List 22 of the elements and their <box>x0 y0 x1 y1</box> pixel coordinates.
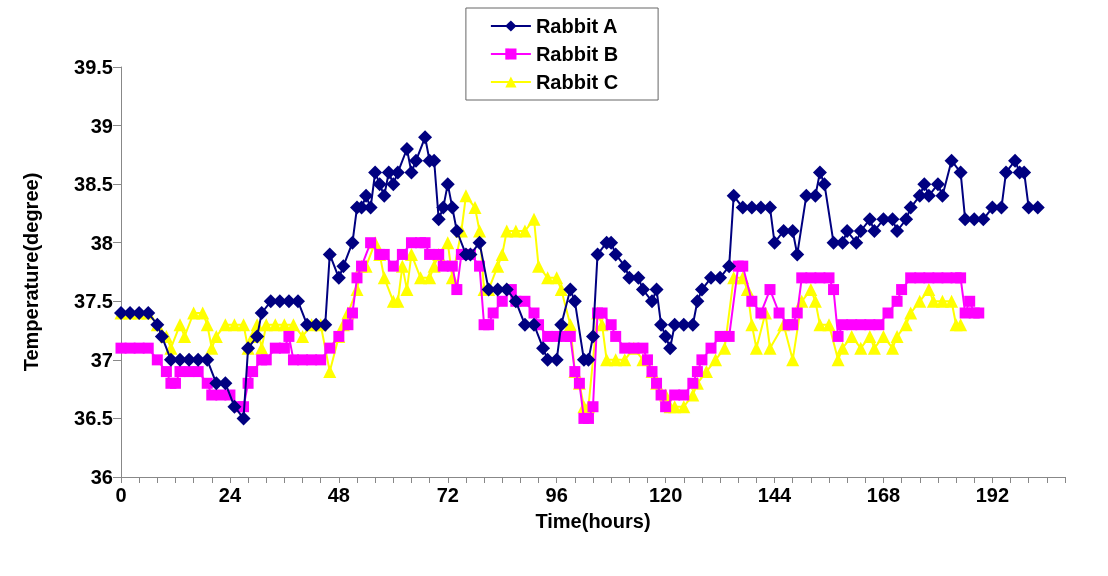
x-axis-title: Time(hours) <box>535 510 651 532</box>
x-tick-label: 192 <box>975 484 1010 506</box>
y-tick-label: 38 <box>90 231 113 254</box>
y-tick-label: 39 <box>90 114 113 137</box>
x-tick-label: 0 <box>115 484 127 506</box>
y-tick-label: 39.5 <box>74 56 113 78</box>
x-tick-label: 72 <box>436 484 459 506</box>
y-tick-label: 38.5 <box>74 173 113 196</box>
y-axis-title: Temperature(degree) <box>20 172 42 372</box>
x-tick-label: 144 <box>757 484 793 506</box>
y-tick-label: 37.5 <box>74 290 113 313</box>
x-tick-label: 24 <box>218 484 242 506</box>
x-tick-label: 48 <box>327 484 350 506</box>
x-tick-label: 168 <box>866 484 901 506</box>
x-tick-label: 96 <box>545 484 568 506</box>
y-tick-label: 36 <box>90 466 113 488</box>
y-tick-label: 36.5 <box>74 407 113 430</box>
y-tick-label: 37 <box>90 348 113 371</box>
legend-label: Rabbit A <box>535 15 618 37</box>
legend-label: Rabbit B <box>535 43 619 65</box>
x-tick-label: 120 <box>648 484 683 506</box>
legend-label: Rabbit C <box>535 71 619 93</box>
